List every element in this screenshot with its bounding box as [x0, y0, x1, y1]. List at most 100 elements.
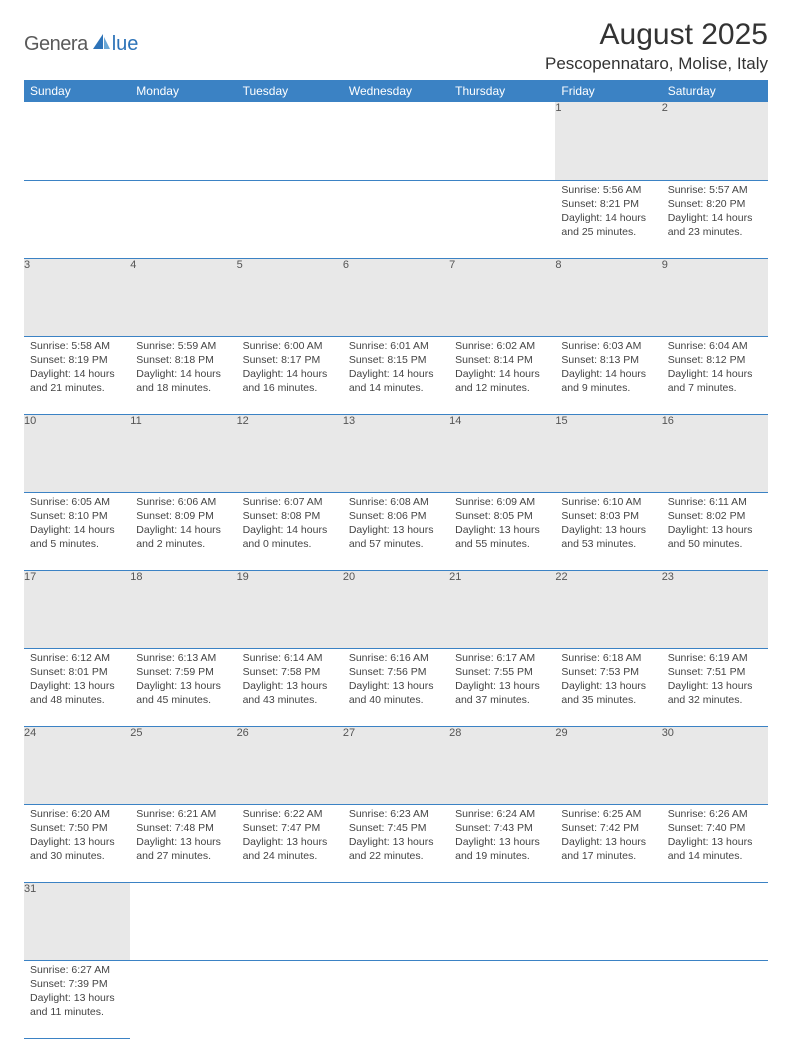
- day-content-row: Sunrise: 6:12 AMSunset: 8:01 PMDaylight:…: [24, 648, 768, 726]
- day-cell: Sunrise: 6:19 AMSunset: 7:51 PMDaylight:…: [662, 648, 768, 726]
- day-details: Sunrise: 6:22 AMSunset: 7:47 PMDaylight:…: [237, 805, 343, 868]
- day-cell: Sunrise: 5:58 AMSunset: 8:19 PMDaylight:…: [24, 336, 130, 414]
- day-cell: Sunrise: 6:22 AMSunset: 7:47 PMDaylight:…: [237, 804, 343, 882]
- day-cell: Sunrise: 6:13 AMSunset: 7:59 PMDaylight:…: [130, 648, 236, 726]
- day-number: 24: [24, 726, 130, 804]
- day-details: Sunrise: 6:11 AMSunset: 8:02 PMDaylight:…: [662, 493, 768, 556]
- day-details: Sunrise: 6:27 AMSunset: 7:39 PMDaylight:…: [24, 961, 130, 1024]
- day-content-row: Sunrise: 6:20 AMSunset: 7:50 PMDaylight:…: [24, 804, 768, 882]
- day-number: 2: [662, 102, 768, 180]
- day-details: Sunrise: 6:00 AMSunset: 8:17 PMDaylight:…: [237, 337, 343, 400]
- weekday-header: Wednesday: [343, 80, 449, 102]
- empty-cell: [555, 960, 661, 1038]
- day-number: 8: [555, 258, 661, 336]
- day-number: 19: [237, 570, 343, 648]
- day-cell: Sunrise: 6:04 AMSunset: 8:12 PMDaylight:…: [662, 336, 768, 414]
- day-number: 23: [662, 570, 768, 648]
- day-number-row: 12: [24, 102, 768, 180]
- sail-icon: [90, 32, 112, 57]
- day-number-row: 24252627282930: [24, 726, 768, 804]
- day-number: 4: [130, 258, 236, 336]
- day-details: Sunrise: 6:09 AMSunset: 8:05 PMDaylight:…: [449, 493, 555, 556]
- day-number: 25: [130, 726, 236, 804]
- empty-cell: [24, 180, 130, 258]
- empty-cell: [343, 882, 449, 960]
- day-number: 30: [662, 726, 768, 804]
- empty-cell: [24, 102, 130, 180]
- day-cell: Sunrise: 6:21 AMSunset: 7:48 PMDaylight:…: [130, 804, 236, 882]
- day-details: Sunrise: 6:14 AMSunset: 7:58 PMDaylight:…: [237, 649, 343, 712]
- day-details: Sunrise: 6:13 AMSunset: 7:59 PMDaylight:…: [130, 649, 236, 712]
- day-cell: Sunrise: 6:14 AMSunset: 7:58 PMDaylight:…: [237, 648, 343, 726]
- empty-cell: [130, 102, 236, 180]
- day-number: 5: [237, 258, 343, 336]
- day-number-row: 17181920212223: [24, 570, 768, 648]
- empty-cell: [555, 882, 661, 960]
- calendar-table: SundayMondayTuesdayWednesdayThursdayFrid…: [24, 80, 768, 1039]
- day-details: Sunrise: 6:10 AMSunset: 8:03 PMDaylight:…: [555, 493, 661, 556]
- weekday-header: Saturday: [662, 80, 768, 102]
- day-number: 16: [662, 414, 768, 492]
- day-number: 18: [130, 570, 236, 648]
- empty-cell: [237, 102, 343, 180]
- day-cell: Sunrise: 6:03 AMSunset: 8:13 PMDaylight:…: [555, 336, 661, 414]
- day-details: Sunrise: 6:05 AMSunset: 8:10 PMDaylight:…: [24, 493, 130, 556]
- day-number: 6: [343, 258, 449, 336]
- day-details: Sunrise: 5:59 AMSunset: 8:18 PMDaylight:…: [130, 337, 236, 400]
- day-cell: Sunrise: 6:25 AMSunset: 7:42 PMDaylight:…: [555, 804, 661, 882]
- day-cell: Sunrise: 6:27 AMSunset: 7:39 PMDaylight:…: [24, 960, 130, 1038]
- day-details: Sunrise: 6:21 AMSunset: 7:48 PMDaylight:…: [130, 805, 236, 868]
- empty-cell: [449, 960, 555, 1038]
- empty-cell: [343, 102, 449, 180]
- day-details: Sunrise: 5:56 AMSunset: 8:21 PMDaylight:…: [555, 181, 661, 244]
- empty-cell: [130, 180, 236, 258]
- day-cell: Sunrise: 5:59 AMSunset: 8:18 PMDaylight:…: [130, 336, 236, 414]
- day-cell: Sunrise: 6:07 AMSunset: 8:08 PMDaylight:…: [237, 492, 343, 570]
- day-details: Sunrise: 6:19 AMSunset: 7:51 PMDaylight:…: [662, 649, 768, 712]
- logo-text-genera: Genera: [24, 33, 88, 56]
- day-details: Sunrise: 6:12 AMSunset: 8:01 PMDaylight:…: [24, 649, 130, 712]
- day-cell: Sunrise: 6:01 AMSunset: 8:15 PMDaylight:…: [343, 336, 449, 414]
- day-cell: Sunrise: 6:00 AMSunset: 8:17 PMDaylight:…: [237, 336, 343, 414]
- day-number-row: 31: [24, 882, 768, 960]
- day-details: Sunrise: 6:18 AMSunset: 7:53 PMDaylight:…: [555, 649, 661, 712]
- day-cell: Sunrise: 6:11 AMSunset: 8:02 PMDaylight:…: [662, 492, 768, 570]
- empty-cell: [662, 882, 768, 960]
- day-content-row: Sunrise: 5:58 AMSunset: 8:19 PMDaylight:…: [24, 336, 768, 414]
- day-number: 21: [449, 570, 555, 648]
- empty-cell: [130, 960, 236, 1038]
- weekday-header: Friday: [555, 80, 661, 102]
- title-block: August 2025 Pescopennataro, Molise, Ital…: [545, 18, 768, 74]
- weekday-header: Thursday: [449, 80, 555, 102]
- day-details: Sunrise: 6:24 AMSunset: 7:43 PMDaylight:…: [449, 805, 555, 868]
- day-number: 15: [555, 414, 661, 492]
- empty-cell: [449, 882, 555, 960]
- day-details: Sunrise: 6:03 AMSunset: 8:13 PMDaylight:…: [555, 337, 661, 400]
- day-number: 31: [24, 882, 130, 960]
- day-cell: Sunrise: 6:09 AMSunset: 8:05 PMDaylight:…: [449, 492, 555, 570]
- empty-cell: [237, 882, 343, 960]
- day-content-row: Sunrise: 5:56 AMSunset: 8:21 PMDaylight:…: [24, 180, 768, 258]
- day-details: Sunrise: 6:20 AMSunset: 7:50 PMDaylight:…: [24, 805, 130, 868]
- day-cell: Sunrise: 5:57 AMSunset: 8:20 PMDaylight:…: [662, 180, 768, 258]
- weekday-header: Tuesday: [237, 80, 343, 102]
- day-cell: Sunrise: 5:56 AMSunset: 8:21 PMDaylight:…: [555, 180, 661, 258]
- empty-cell: [130, 882, 236, 960]
- header: Genera lue August 2025 Pescopennataro, M…: [24, 18, 768, 74]
- empty-cell: [343, 960, 449, 1038]
- location-label: Pescopennataro, Molise, Italy: [545, 54, 768, 74]
- day-details: Sunrise: 5:58 AMSunset: 8:19 PMDaylight:…: [24, 337, 130, 400]
- day-cell: Sunrise: 6:08 AMSunset: 8:06 PMDaylight:…: [343, 492, 449, 570]
- day-cell: Sunrise: 6:06 AMSunset: 8:09 PMDaylight:…: [130, 492, 236, 570]
- day-number-row: 10111213141516: [24, 414, 768, 492]
- day-number: 29: [555, 726, 661, 804]
- day-number: 26: [237, 726, 343, 804]
- day-number: 13: [343, 414, 449, 492]
- day-number: 27: [343, 726, 449, 804]
- day-details: Sunrise: 6:26 AMSunset: 7:40 PMDaylight:…: [662, 805, 768, 868]
- month-title: August 2025: [545, 18, 768, 52]
- empty-cell: [237, 960, 343, 1038]
- day-number: 22: [555, 570, 661, 648]
- day-cell: Sunrise: 6:05 AMSunset: 8:10 PMDaylight:…: [24, 492, 130, 570]
- day-number: 12: [237, 414, 343, 492]
